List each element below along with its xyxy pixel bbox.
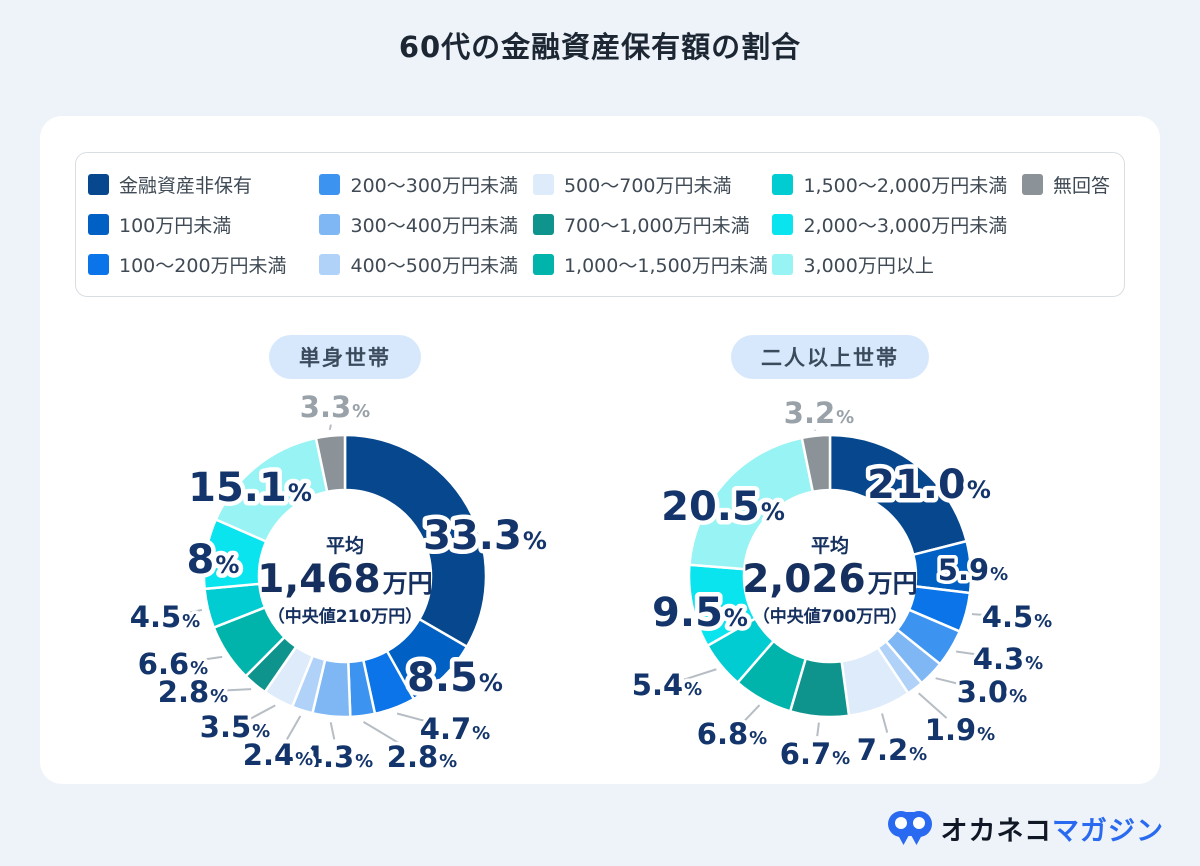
legend: 金融資産非保有 100万円未満 100〜200万円未満 200〜300万円未満 300〜… (75, 152, 1125, 297)
legend-item: 1,500〜2,000万円未満 (772, 171, 1018, 198)
legend-item: 金融資産非保有 (88, 171, 316, 198)
center-median-value: （中央値700万円） (753, 606, 908, 627)
legend-swatch (88, 254, 109, 275)
legend-swatch (533, 254, 554, 275)
center-average-value: 1,468万円 (257, 557, 432, 602)
badge-multi-household: 二人以上世帯 (731, 335, 929, 379)
legend-label: 金融資産非保有 (119, 171, 252, 198)
legend-swatch (533, 174, 554, 195)
slice-percent-label: 7.2% (857, 733, 927, 767)
slice-percent-label: 3.2% (784, 396, 854, 430)
legend-item: 300〜400万円未満 (319, 211, 529, 238)
slice-percent-label: 1.9% (925, 713, 995, 747)
slice-percent-label: 4.5% (130, 600, 200, 634)
slice-percent-label: 4.3% (303, 740, 373, 774)
legend-item: 500〜700万円未満 (533, 171, 769, 198)
legend-label: 1,000〜1,500万円未満 (564, 251, 768, 278)
page-title: 60代の金融資産保有額の割合 (0, 24, 1200, 66)
legend-label: 700〜1,000万円未満 (564, 211, 750, 238)
legend-label: 100万円未満 (119, 211, 231, 238)
brand-logo: オカネコマガジン (887, 808, 1164, 848)
center-average-value: 2,026万円 (742, 557, 917, 602)
center-average-label: 平均 (811, 534, 849, 557)
legend-swatch (88, 174, 109, 195)
legend-item: 2,000〜3,000万円未満 (772, 211, 1018, 238)
legend-item: 無回答 (1022, 171, 1110, 198)
donut-chart-single-household: 33.3%8.5%4.7%2.8%4.3%2.4%3.5%2.8%6.6%4.5… (105, 382, 585, 802)
label-leader-line (817, 723, 819, 737)
legend-column: 200〜300万円未満 300〜400万円未満 400〜500万円未満 (319, 171, 529, 278)
center-average-label: 平均 (326, 534, 364, 557)
legend-label: 2,000〜3,000万円未満 (803, 211, 1007, 238)
label-leader-line (330, 425, 331, 430)
legend-column: 500〜700万円未満 700〜1,000万円未満 1,000〜1,500万円未満 (533, 171, 769, 278)
donut-chart-multi-household: 21.0% 5.9% 4.5% 4.3%3.0% 1.9%7.2%6.7% 6.8% 5.4… (590, 382, 1070, 802)
legend-column: 1,500〜2,000万円未満 2,000〜3,000万円未満 3,000万円以上 (772, 171, 1018, 278)
legend-swatch (319, 174, 340, 195)
legend-item: 3,000万円以上 (772, 251, 1018, 278)
slice-percent-label: 4.5% (982, 600, 1052, 634)
legend-swatch (533, 214, 554, 235)
okaneko-logo-icon (887, 808, 933, 848)
legend-label: 500〜700万円未満 (564, 171, 732, 198)
legend-label: 300〜400万円未満 (350, 211, 518, 238)
legend-swatch (1022, 174, 1043, 195)
slice-percent-label: 3.5% (200, 710, 270, 744)
legend-label: 200〜300万円未満 (350, 171, 518, 198)
slice-percent-label: 6.6% (138, 647, 208, 681)
slice-percent-label: 3.0% (957, 675, 1027, 709)
label-leader-line (251, 705, 275, 718)
slice-percent-label: 3.3% (300, 390, 370, 424)
charts-row: 単身世帯 33.3%8.5%4.7%2.8%4.3%2.4%3.5%2.8%6.… (40, 335, 1160, 802)
legend-column: 無回答 (1022, 171, 1110, 278)
chart-card: 金融資産非保有 100万円未満 100〜200万円未満 200〜300万円未満 300〜… (40, 116, 1160, 784)
chart-single-household: 単身世帯 33.3%8.5%4.7%2.8%4.3%2.4%3.5%2.8%6.… (105, 335, 585, 802)
slice-percent-label: 6.8% (697, 717, 767, 751)
slice-percent-label: 5.9% (938, 553, 1008, 587)
legend-swatch (319, 214, 340, 235)
slice-percent-label: 33.3% (423, 513, 547, 559)
slice-percent-label: 6.7% (780, 737, 850, 771)
legend-item: 100〜200万円未満 (88, 251, 316, 278)
slice-percent-label: 21.0% (867, 462, 991, 508)
legend-label: 1,500〜2,000万円未満 (803, 171, 1007, 198)
legend-item: 700〜1,000万円未満 (533, 211, 769, 238)
legend-item: 400〜500万円未満 (319, 251, 529, 278)
legend-swatch (319, 254, 340, 275)
label-leader-line (882, 713, 887, 732)
center-median-value: （中央値210万円） (268, 606, 423, 627)
slice-percent-label: 8.5% (407, 655, 503, 701)
badge-single-household: 単身世帯 (269, 335, 421, 379)
legend-item: 100万円未満 (88, 211, 316, 238)
legend-label: 3,000万円以上 (803, 251, 933, 278)
chart-multi-household: 二人以上世帯 21.0% 5.9% 4.5% 4.3%3.0% 1.9%7.2%6.7%… (590, 335, 1070, 802)
legend-swatch (772, 174, 793, 195)
legend-label: 無回答 (1053, 171, 1110, 198)
legend-item: 1,000〜1,500万円未満 (533, 251, 769, 278)
label-leader-line (331, 722, 335, 739)
slice-percent-label: 4.3% (973, 642, 1043, 676)
slice-percent-label: 5.4% (632, 668, 702, 702)
label-leader-line (684, 669, 716, 679)
legend-swatch (88, 214, 109, 235)
legend-swatch (772, 214, 793, 235)
legend-item: 200〜300万円未満 (319, 171, 529, 198)
legend-column: 金融資産非保有 100万円未満 100〜200万円未満 (88, 171, 316, 278)
label-leader-line (287, 716, 300, 739)
legend-swatch (772, 254, 793, 275)
legend-label: 400〜500万円未満 (350, 251, 518, 278)
legend-label: 100〜200万円未満 (119, 251, 287, 278)
